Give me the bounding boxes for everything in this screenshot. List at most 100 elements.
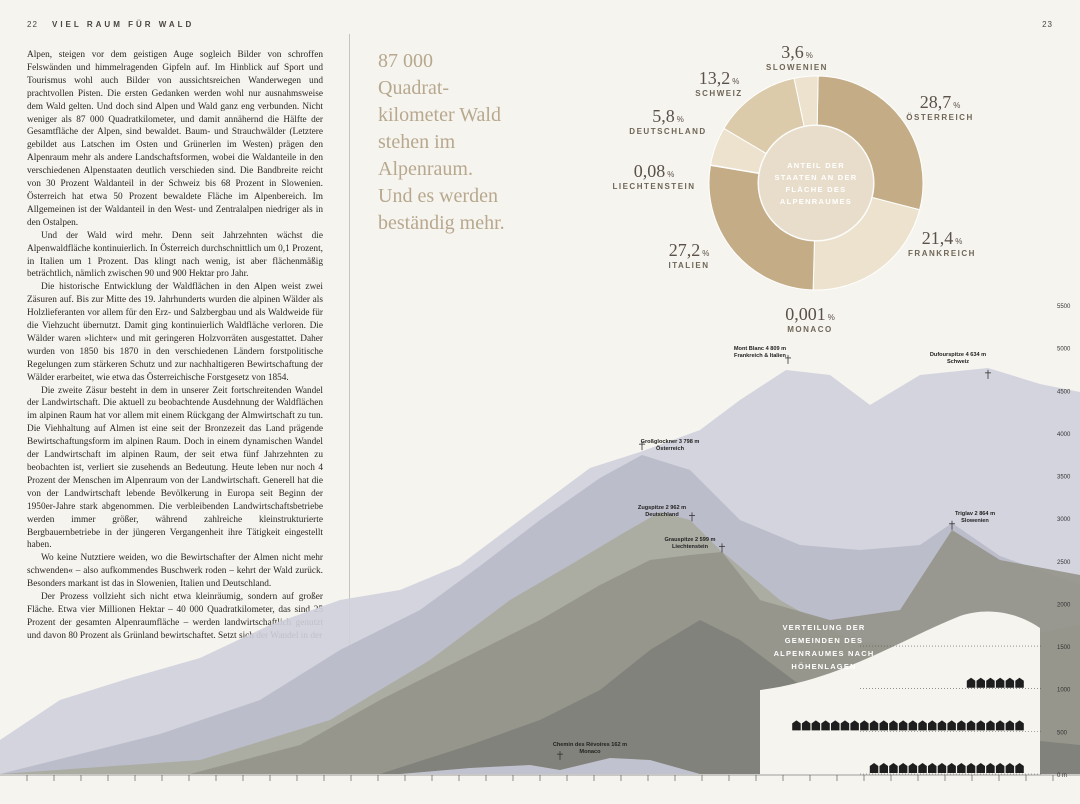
pie-label-country: SLOWENIEN bbox=[766, 63, 828, 72]
pie-label-value: 0,001 bbox=[785, 304, 826, 324]
paragraph: Die historische Entwicklung der Waldfläc… bbox=[27, 282, 323, 383]
municipality-marker bbox=[821, 720, 830, 731]
peak-country: Liechtenstein bbox=[672, 544, 709, 550]
municipality-marker bbox=[995, 763, 1005, 773]
pie-label: 21,4% FRANKREICH bbox=[882, 228, 1002, 258]
municipality-marker bbox=[869, 720, 879, 731]
municipality-title-line: ALPENRAUMES NACH bbox=[774, 649, 875, 658]
municipality-panel bbox=[760, 611, 1040, 774]
municipality-marker bbox=[966, 677, 976, 688]
pie-label-unit: % bbox=[676, 115, 684, 124]
pie-label-country: DEUTSCHLAND bbox=[629, 127, 707, 136]
elevation-tick-label: 2000 bbox=[1057, 602, 1071, 608]
pie-label-country: LIECHTENSTEIN bbox=[612, 182, 696, 191]
municipality-marker bbox=[995, 720, 1005, 731]
pie-label-unit: % bbox=[805, 51, 813, 60]
pie-label-unit: % bbox=[955, 237, 963, 246]
municipality-marker bbox=[889, 720, 898, 731]
municipality-marker bbox=[801, 720, 811, 731]
municipality-marker bbox=[976, 677, 985, 688]
pie-label-country: FRANKREICH bbox=[908, 249, 976, 258]
municipality-marker bbox=[976, 763, 985, 773]
paragraph: Alpen, steigen vor dem geistigen Auge so… bbox=[27, 50, 323, 228]
peak-label: Zugspitze 2 962 m bbox=[638, 505, 686, 511]
municipality-marker bbox=[831, 720, 840, 731]
body-text: Alpen, steigen vor dem geistigen Auge so… bbox=[27, 49, 323, 643]
pie-label-value: 13,2 bbox=[698, 68, 731, 88]
municipality-marker bbox=[937, 763, 947, 773]
pie-label-unit: % bbox=[702, 249, 710, 258]
peak-label: Mont Blanc 4 809 m bbox=[734, 346, 786, 352]
municipality-marker bbox=[1015, 763, 1024, 773]
municipality-marker bbox=[898, 720, 908, 731]
pie-label: 13,2% SCHWEIZ bbox=[659, 68, 779, 98]
peak-label: Triglav 2 864 m bbox=[955, 511, 995, 517]
municipality-marker bbox=[860, 720, 869, 731]
pie-label-value: 3,6 bbox=[781, 42, 804, 62]
municipality-marker bbox=[1005, 720, 1015, 731]
municipality-marker bbox=[986, 720, 995, 731]
pie-label: 3,6% SLOWENIEN bbox=[737, 42, 857, 72]
peak-country: Schweiz bbox=[947, 359, 969, 365]
elevation-tick-label: 0 m bbox=[1057, 773, 1067, 779]
pie-label-value: 27,2 bbox=[668, 240, 701, 260]
pie-label: 0,001% MONACO bbox=[750, 304, 870, 334]
pie-label-value: 28,7 bbox=[919, 92, 952, 112]
pie-label-value: 0,08 bbox=[633, 161, 666, 181]
municipality-marker bbox=[966, 763, 976, 773]
municipality-marker bbox=[966, 720, 976, 731]
elevation-tick-label: 2500 bbox=[1057, 560, 1071, 566]
municipality-marker bbox=[1005, 763, 1015, 773]
paragraph: Die zweite Zäsur besteht in dem in unser… bbox=[27, 385, 323, 551]
municipality-marker bbox=[898, 763, 908, 773]
peak-label: Grauspitze 2 599 m bbox=[665, 537, 716, 543]
municipality-marker bbox=[869, 763, 879, 773]
pie-label: 5,8% DEUTSCHLAND bbox=[608, 106, 728, 136]
paragraph: Der Prozess vollzieht sich nicht etwa kl… bbox=[27, 592, 323, 641]
peak-country: Österreich bbox=[656, 445, 685, 452]
peak-country: Deutschland bbox=[645, 512, 679, 518]
municipality-marker bbox=[908, 720, 918, 731]
municipality-marker bbox=[908, 763, 918, 773]
pie-label-country: ÖSTERREICH bbox=[906, 113, 974, 122]
elevation-tick-label: 4500 bbox=[1057, 389, 1071, 395]
municipality-marker bbox=[947, 763, 956, 773]
peak-label: Großglockner 3 798 m bbox=[641, 439, 700, 445]
pie-slice bbox=[816, 75, 924, 211]
elevation-tick-label: 500 bbox=[1057, 730, 1068, 736]
pie-label: 27,2% ITALIEN bbox=[629, 240, 749, 270]
pie-hole bbox=[759, 126, 873, 240]
page-number-left: 22 bbox=[27, 20, 38, 29]
municipality-marker bbox=[986, 763, 995, 773]
pie-slice bbox=[708, 164, 815, 291]
page-number-right: 23 bbox=[1042, 20, 1053, 29]
pie-label: 0,08% LIECHTENSTEIN bbox=[594, 161, 714, 191]
mountain-range-monaco bbox=[400, 758, 700, 774]
page-gutter bbox=[349, 34, 350, 774]
municipality-marker bbox=[995, 677, 1005, 688]
paragraph: Wo keine Nutztiere weiden, wo die Bewirt… bbox=[27, 553, 323, 590]
pie-label-country: MONACO bbox=[787, 325, 833, 334]
peak-country: Frankreich & Italien bbox=[734, 353, 786, 359]
pie-center-title: ANTEIL DER STAATEN AN DER FLÄCHE DES ALP… bbox=[774, 161, 858, 206]
municipality-marker bbox=[1015, 720, 1024, 731]
peak-label: Dufourspitze 4 634 m bbox=[930, 352, 986, 358]
elevation-tick-label: 5000 bbox=[1057, 347, 1071, 353]
elevation-tick-label: 3000 bbox=[1057, 517, 1071, 523]
municipality-marker bbox=[918, 763, 927, 773]
municipality-marker bbox=[957, 720, 966, 731]
municipality-marker bbox=[840, 720, 850, 731]
paragraph: Und der Wald wird mehr. Denn seit Jahrze… bbox=[27, 230, 323, 280]
elevation-tick-label: 1000 bbox=[1057, 688, 1071, 694]
elevation-tick-label: 3500 bbox=[1057, 475, 1071, 481]
pie-label-value: 5,8 bbox=[652, 106, 675, 126]
municipality-marker bbox=[1015, 677, 1024, 688]
municipality-marker bbox=[889, 763, 898, 773]
running-head: VIEL RAUM FÜR WALD bbox=[52, 20, 195, 29]
municipality-marker bbox=[928, 763, 937, 773]
municipality-marker bbox=[986, 677, 995, 688]
municipality-marker bbox=[1005, 677, 1015, 688]
municipality-title-line: HÖHENLAGEN bbox=[791, 662, 856, 671]
pie-label-unit: % bbox=[732, 77, 740, 86]
